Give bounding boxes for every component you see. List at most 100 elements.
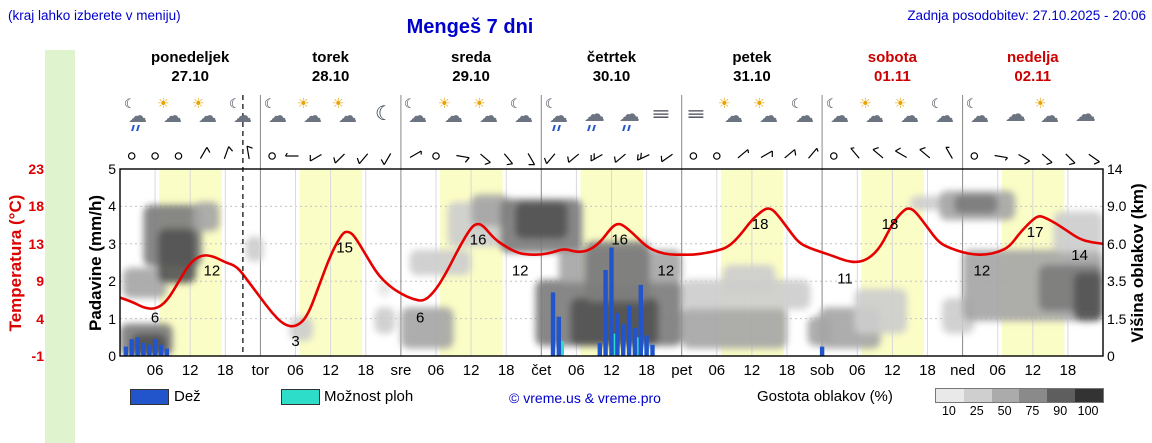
rain-legend-swatch xyxy=(130,389,169,405)
day-date: 27.10 xyxy=(171,68,209,85)
cloud-tick: 14 xyxy=(1107,161,1123,177)
wind-lines-icon: ≡ xyxy=(687,104,705,124)
moon-cloud-icon: ☾ ☁ xyxy=(264,96,287,127)
sun-cloud-icon: ☀ ☁ xyxy=(332,95,357,127)
copyright-link[interactable]: © vreme.us & vreme.pro xyxy=(509,390,661,406)
showers-legend-label: Možnost ploh xyxy=(324,388,414,405)
temp-tick: -1 xyxy=(31,348,44,364)
time-axis-labels: 06 12 18 tor 06 12 18 sre 06 12 18 čet 06 12 18 pet 06 12… xyxy=(147,362,1076,379)
cloud-tick: 1.5 xyxy=(1107,310,1127,327)
precip-tick: 5 xyxy=(108,161,116,177)
svg-text:tor: tor xyxy=(252,362,270,379)
moon-cloud-icon: ☾ ☁ xyxy=(229,96,252,127)
precip-tick: 1 xyxy=(108,310,116,327)
day-date: 30.10 xyxy=(592,68,631,85)
left-accent-strip xyxy=(45,50,75,443)
svg-text:6: 6 xyxy=(416,310,424,327)
svg-text:18: 18 xyxy=(752,216,769,233)
precip-tick: 3 xyxy=(108,235,116,252)
svg-text:17: 17 xyxy=(1027,224,1044,241)
temp-tick: 4 xyxy=(36,310,44,327)
moon-cloud-icon: ☾ ☁ xyxy=(826,96,849,127)
day-name: četrtek xyxy=(586,49,637,66)
moon-cloud-icon: ☾ ☁ xyxy=(791,96,814,127)
day-header: ponedeljek 27.10 xyxy=(120,48,260,86)
moon-cloud-icon: ☾ ☁ xyxy=(966,96,989,127)
cloud-icon: ☁ xyxy=(1075,103,1096,126)
sun-cloud-icon: ☀ ☁ xyxy=(859,95,884,127)
svg-text:06: 06 xyxy=(568,362,585,379)
day-date: 29.10 xyxy=(452,68,490,85)
svg-text:3: 3 xyxy=(291,333,299,350)
precip-tick: 2 xyxy=(108,273,116,290)
density-tick: 10 xyxy=(941,404,956,418)
temp-tick: 18 xyxy=(28,198,44,215)
sun-cloud-icon: ☀ ☁ xyxy=(157,95,182,127)
svg-text:14: 14 xyxy=(1071,247,1088,264)
svg-text:sob: sob xyxy=(810,362,834,379)
svg-text:18: 18 xyxy=(217,362,234,379)
cloud-tick: 6.0 xyxy=(1107,235,1127,252)
svg-text:18: 18 xyxy=(638,362,655,379)
day-name: sreda xyxy=(451,49,492,66)
temp-tick: 9 xyxy=(36,273,44,290)
sun-cloud-icon: ☀ ☁ xyxy=(753,95,778,127)
density-tick: 50 xyxy=(997,404,1012,418)
showers-legend-swatch xyxy=(281,389,320,405)
svg-text:12: 12 xyxy=(182,362,199,379)
svg-text:16: 16 xyxy=(611,232,628,249)
day-date: 31.10 xyxy=(733,68,771,85)
moon-icon: ☾ xyxy=(375,103,393,125)
temperature-value-labels: 6 12 3 15 6 16 12 16 12 18 11 18 12 17 14 xyxy=(151,216,1088,350)
svg-text:18: 18 xyxy=(498,362,515,379)
day-header: četrtek 30.10 xyxy=(542,48,682,86)
svg-text:12: 12 xyxy=(512,263,529,280)
day-name: sobota xyxy=(867,49,917,66)
wind-barbs xyxy=(127,145,1100,166)
cloud-tick: 0 xyxy=(1107,348,1115,364)
page-title: Mengeš 7 dni xyxy=(406,16,534,38)
svg-text:06: 06 xyxy=(428,362,445,379)
density-tick: 90 xyxy=(1053,404,1068,418)
svg-text:12: 12 xyxy=(658,263,675,280)
svg-text:12: 12 xyxy=(603,362,620,379)
rain-legend-label: Dež xyxy=(174,388,201,405)
svg-text:06: 06 xyxy=(287,362,304,379)
svg-text:12: 12 xyxy=(322,362,339,379)
rain-bars xyxy=(123,247,825,356)
svg-text:12: 12 xyxy=(974,263,991,280)
density-tick: 75 xyxy=(1025,404,1040,418)
day-date: 01.11 xyxy=(873,68,911,85)
precip-tick: 4 xyxy=(108,198,116,215)
svg-text:06: 06 xyxy=(147,362,164,379)
svg-text:ned: ned xyxy=(950,362,975,379)
moon-rain-icon: ☾ ☁ xyxy=(545,96,573,136)
svg-text:čet: čet xyxy=(531,362,552,379)
svg-text:16: 16 xyxy=(470,232,487,249)
day-header: torek 28.10 xyxy=(261,48,401,86)
svg-text:18: 18 xyxy=(779,362,796,379)
rain-icon: ☁ xyxy=(580,98,608,136)
day-date: 02.11 xyxy=(1014,68,1052,85)
moon-rain-icon: ☾ ☁ xyxy=(124,96,152,136)
day-name: ponedeljek xyxy=(151,49,230,66)
svg-text:sre: sre xyxy=(390,362,411,379)
moon-cloud-icon: ☾ ☁ xyxy=(510,96,533,127)
svg-text:12: 12 xyxy=(204,263,221,280)
svg-text:12: 12 xyxy=(1024,362,1041,379)
svg-text:06: 06 xyxy=(708,362,725,379)
svg-text:18: 18 xyxy=(357,362,374,379)
moon-cloud-icon: ☾ ☁ xyxy=(931,96,954,127)
day-name: petek xyxy=(732,49,772,66)
svg-text:18: 18 xyxy=(1060,362,1077,379)
sun-cloud-icon: ☀ ☁ xyxy=(297,95,322,127)
svg-text:06: 06 xyxy=(849,362,866,379)
density-tick: 100 xyxy=(1077,404,1099,418)
precip-tick: 0 xyxy=(108,348,116,364)
svg-text:18: 18 xyxy=(919,362,936,379)
day-date: 28.10 xyxy=(311,68,350,85)
svg-text:pet: pet xyxy=(671,362,693,379)
day-header: sobota 01.11 xyxy=(822,48,962,86)
cloud-tick: 9.0 xyxy=(1107,198,1127,215)
